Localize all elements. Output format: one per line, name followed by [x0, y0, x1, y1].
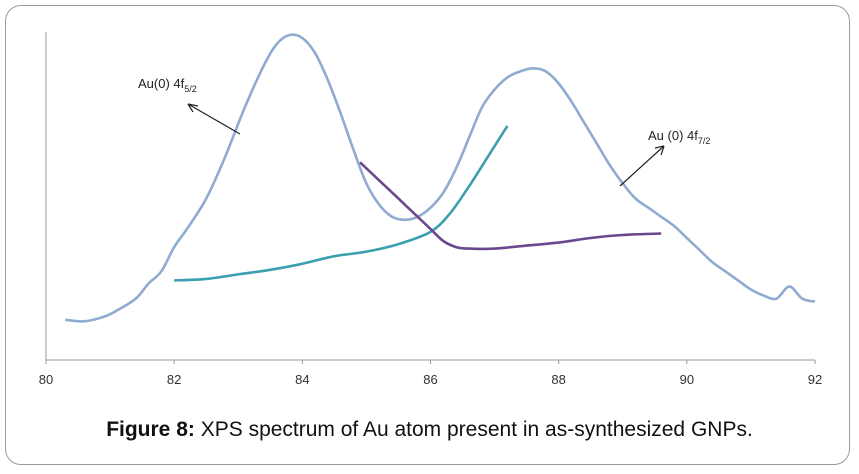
x-tick-label: 84 — [295, 372, 309, 387]
caption-label: Figure 8: — [106, 418, 195, 441]
x-tick-label: 88 — [551, 372, 565, 387]
series-line-2 — [359, 161, 662, 251]
x-tick-label: 92 — [808, 372, 822, 387]
figure-frame — [5, 5, 850, 465]
arrowhead-4f72 — [654, 145, 665, 156]
x-tick-label: 90 — [680, 372, 694, 387]
x-tick-label: 86 — [423, 372, 437, 387]
annotation-au-4f72: Au (0) 4f7/2 — [648, 128, 710, 146]
caption-text: XPS spectrum of Au atom present in as-sy… — [194, 418, 753, 441]
annotation-au-4f52: Au(0) 4f5/2 — [138, 76, 197, 94]
series-layer — [65, 33, 816, 323]
series-line-1 — [174, 125, 509, 282]
x-tick-label: 80 — [39, 372, 53, 387]
x-tick-label: 82 — [167, 372, 181, 387]
annotation-arrow-4f72 — [619, 145, 665, 187]
figure-caption: Figure 8: XPS spectrum of Au atom presen… — [0, 418, 859, 442]
series-line-0 — [65, 33, 816, 323]
x-ticks: 80 82 84 86 88 90 92 — [39, 360, 822, 387]
annotation-arrow-4f52 — [187, 103, 241, 135]
arrowhead-4f52 — [187, 103, 199, 113]
